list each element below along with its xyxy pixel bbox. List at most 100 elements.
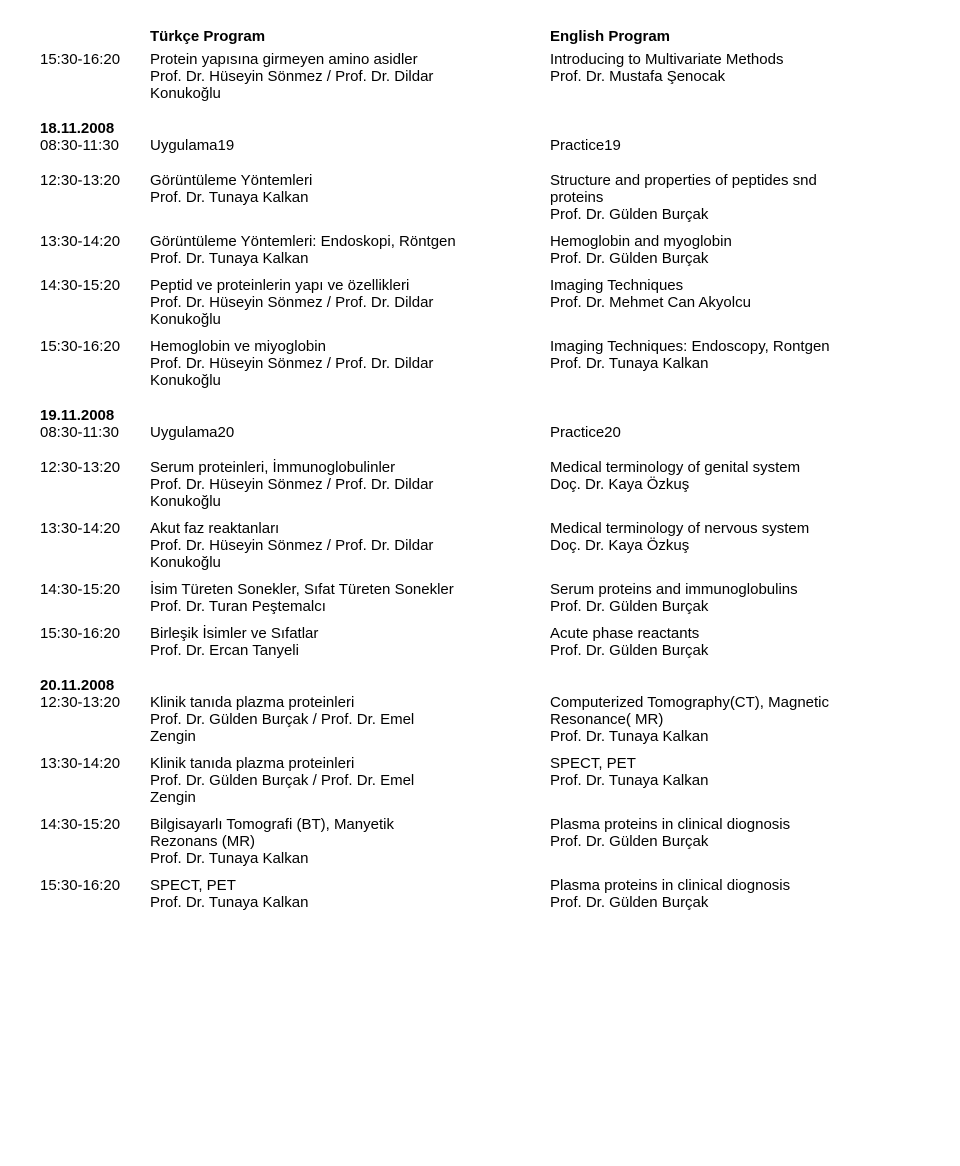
text-line: Prof. Dr. Tunaya Kalkan [150, 250, 540, 267]
text-line: Structure and properties of peptides snd [550, 172, 920, 189]
text-line: Prof. Dr. Hüseyin Sönmez / Prof. Dr. Dil… [150, 537, 540, 554]
text-line: Prof. Dr. Gülden Burçak / Prof. Dr. Emel [150, 711, 540, 728]
text-line: Prof. Dr. Ercan Tanyeli [150, 642, 540, 659]
text-line: Doç. Dr. Kaya Özkuş [550, 537, 920, 554]
text-line: Prof. Dr. Hüseyin Sönmez / Prof. Dr. Dil… [150, 68, 540, 85]
text-line: Akut faz reaktanları [150, 520, 540, 537]
text-line: Uygulama19 [150, 137, 540, 154]
text-line: SPECT, PET [550, 755, 920, 772]
text-line: Computerized Tomography(CT), Magnetic [550, 694, 920, 711]
schedule-body: 15:30-16:20 Protein yapısına girmeyen ami… [40, 51, 920, 911]
schedule-entry: 15:30-16:20Protein yapısına girmeyen ami… [40, 51, 920, 102]
entry-time: 14:30-15:20 [40, 816, 150, 833]
entry-turkish: Hemoglobin ve miyoglobinProf. Dr. Hüseyi… [150, 338, 550, 389]
entry-english: Practice20 [550, 424, 920, 441]
text-line: Prof. Dr. Tunaya Kalkan [150, 850, 540, 867]
entry-row: 15:30-16:20Protein yapısına girmeyen ami… [40, 51, 920, 102]
section-date: 19.11.2008 [40, 407, 920, 424]
schedule-section: 12:30-13:20Görüntüleme YöntemleriProf. D… [40, 172, 920, 389]
text-line: Prof. Dr. Tunaya Kalkan [550, 772, 920, 789]
entry-row: 15:30-16:20SPECT, PETProf. Dr. Tunaya Ka… [40, 877, 920, 911]
entry-row: 14:30-15:20İsim Türeten Sonekler, Sıfat … [40, 581, 920, 615]
entry-english: Hemoglobin and myoglobinProf. Dr. Gülden… [550, 233, 920, 267]
entry-time: 13:30-14:20 [40, 233, 150, 250]
text-line: Görüntüleme Yöntemleri: Endoskopi, Röntg… [150, 233, 540, 250]
text-line: Prof. Dr. Gülden Burçak [550, 250, 920, 267]
entry-time: 15:30-16:20 [40, 625, 150, 642]
text-line: Prof. Dr. Gülden Burçak [550, 206, 920, 223]
schedule-section: 18.11.200808:30-11:30Uygulama19 Practice1… [40, 120, 920, 154]
entry-time: 15:30-16:20 [40, 338, 150, 355]
text-line: Imaging Techniques [550, 277, 920, 294]
text-line: Zengin [150, 789, 540, 806]
schedule-entry: 14:30-15:20Bilgisayarlı Tomografi (BT), … [40, 816, 920, 867]
text-line: Prof. Dr. Mehmet Can Akyolcu [550, 294, 920, 311]
text-line: Konukoğlu [150, 372, 540, 389]
entry-turkish: Klinik tanıda plazma proteinleriProf. Dr… [150, 755, 550, 806]
header-spacer [40, 28, 150, 45]
text-line: Konukoğlu [150, 554, 540, 571]
text-line: Konukoğlu [150, 85, 540, 102]
entry-time: 08:30-11:30 [40, 424, 150, 441]
entry-english: Practice19 [550, 137, 920, 154]
text-line: SPECT, PET [150, 877, 540, 894]
text-line: Serum proteins and immunoglobulins [550, 581, 920, 598]
program-header-row: Türkçe Program English Program [40, 28, 920, 45]
entry-turkish: Görüntüleme Yöntemleri: Endoskopi, Röntg… [150, 233, 550, 267]
text-line: Bilgisayarlı Tomografi (BT), Manyetik [150, 816, 540, 833]
schedule-entry: 08:30-11:30Uygulama20Practice20 [40, 424, 920, 441]
entry-row: 15:30-16:20Hemoglobin ve miyoglobinProf.… [40, 338, 920, 389]
entry-time: 14:30-15:20 [40, 277, 150, 294]
text-line: Klinik tanıda plazma proteinleri [150, 694, 540, 711]
schedule-entry: 13:30-14:20Akut faz reaktanlarıProf. Dr.… [40, 520, 920, 571]
entry-time: 14:30-15:20 [40, 581, 150, 598]
entry-time: 13:30-14:20 [40, 755, 150, 772]
entry-row: 13:30-14:20Klinik tanıda plazma proteinl… [40, 755, 920, 806]
entry-row: 13:30-14:20Görüntüleme Yöntemleri: Endos… [40, 233, 920, 267]
text-line: Practice20 [550, 424, 920, 441]
text-line: Prof. Dr. Gülden Burçak [550, 642, 920, 659]
text-line: Prof. Dr. Tunaya Kalkan [150, 189, 540, 206]
schedule-entry: 15:30-16:20SPECT, PETProf. Dr. Tunaya Ka… [40, 877, 920, 911]
text-line: Prof. Dr. Tunaya Kalkan [550, 355, 920, 372]
text-line: Prof. Dr. Tunaya Kalkan [150, 894, 540, 911]
entry-english: SPECT, PETProf. Dr. Tunaya Kalkan [550, 755, 920, 789]
schedule-entry: 12:30-13:20Görüntüleme YöntemleriProf. D… [40, 172, 920, 223]
text-line: Prof. Dr. Gülden Burçak / Prof. Dr. Emel [150, 772, 540, 789]
entry-english: Plasma proteins in clinical diognosisPro… [550, 877, 920, 911]
text-line: Görüntüleme Yöntemleri [150, 172, 540, 189]
schedule-section: 15:30-16:20Protein yapısına girmeyen ami… [40, 51, 920, 102]
text-line: Prof. Dr. Gülden Burçak [550, 598, 920, 615]
entry-turkish: SPECT, PETProf. Dr. Tunaya Kalkan [150, 877, 550, 911]
entry-time: 12:30-13:20 [40, 172, 150, 189]
schedule-entry: 13:30-14:20Klinik tanıda plazma proteinl… [40, 755, 920, 806]
header-turkish: Türkçe Program [150, 28, 550, 45]
entry-english: Imaging TechniquesProf. Dr. Mehmet Can A… [550, 277, 920, 311]
text-line: Prof. Dr. Turan Peştemalcı [150, 598, 540, 615]
schedule-section: 19.11.200808:30-11:30Uygulama20Practice2… [40, 407, 920, 441]
text-line: Protein yapısına girmeyen amino asidler [150, 51, 540, 68]
text-line: Rezonans (MR) [150, 833, 540, 850]
entry-row: 12:30-13:20Serum proteinleri, İmmunoglob… [40, 459, 920, 510]
entry-row: 12:30-13:20Görüntüleme YöntemleriProf. D… [40, 172, 920, 223]
entry-time: 08:30-11:30 [40, 137, 150, 154]
entry-turkish: Bilgisayarlı Tomografi (BT), ManyetikRez… [150, 816, 550, 867]
entry-turkish: Görüntüleme YöntemleriProf. Dr. Tunaya K… [150, 172, 550, 206]
text-line: Doç. Dr. Kaya Özkuş [550, 476, 920, 493]
entry-turkish: Akut faz reaktanlarıProf. Dr. Hüseyin Sö… [150, 520, 550, 571]
entry-row: 14:30-15:20Bilgisayarlı Tomografi (BT), … [40, 816, 920, 867]
entry-turkish: Uygulama19 [150, 137, 550, 154]
schedule-entry: 15:30-16:20Birleşik İsimler ve SıfatlarP… [40, 625, 920, 659]
entry-turkish: İsim Türeten Sonekler, Sıfat Türeten Son… [150, 581, 550, 615]
text-line: Peptid ve proteinlerin yapı ve özellikle… [150, 277, 540, 294]
entry-time: 15:30-16:20 [40, 877, 150, 894]
text-line: Hemoglobin and myoglobin [550, 233, 920, 250]
schedule-entry: 12:30-13:20Serum proteinleri, İmmunoglob… [40, 459, 920, 510]
text-line: Zengin [150, 728, 540, 745]
section-date: 18.11.2008 [40, 120, 920, 137]
entry-row: 08:30-11:30Uygulama20Practice20 [40, 424, 920, 441]
text-line: İsim Türeten Sonekler, Sıfat Türeten Son… [150, 581, 540, 598]
text-line: Prof. Dr. Hüseyin Sönmez / Prof. Dr. Dil… [150, 355, 540, 372]
schedule-entry: 13:30-14:20Görüntüleme Yöntemleri: Endos… [40, 233, 920, 267]
text-line: Introducing to Multivariate Methods [550, 51, 920, 68]
